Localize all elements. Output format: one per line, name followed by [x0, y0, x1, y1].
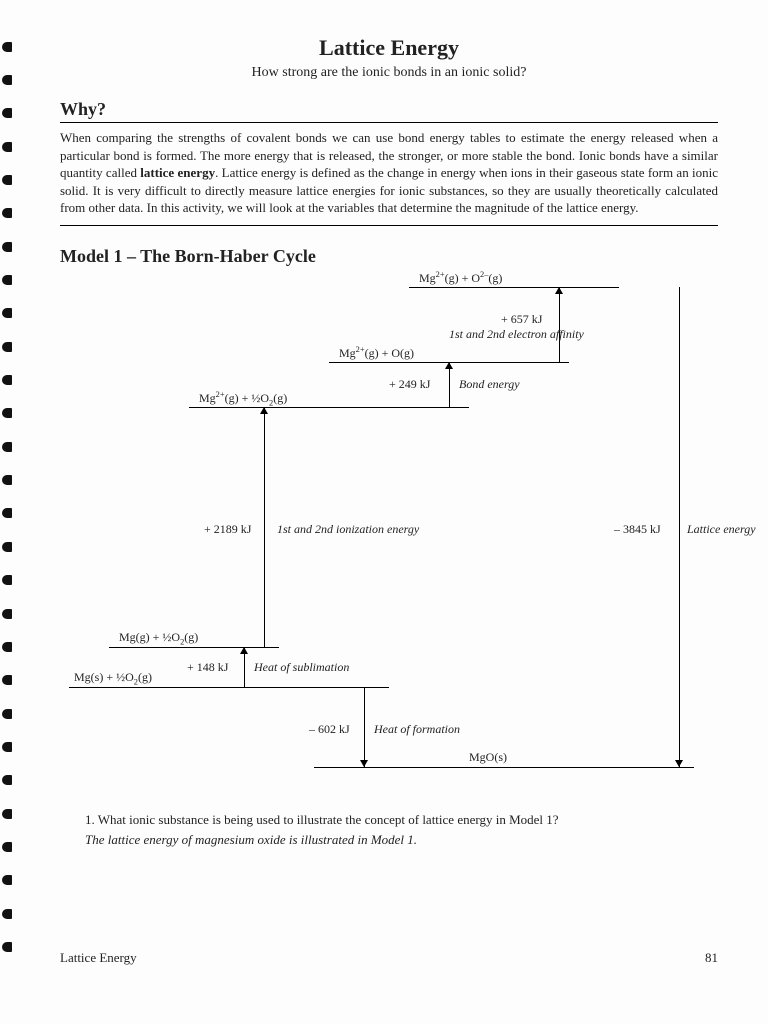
species-label: Mg2+(g) + ½O2(g) [199, 390, 287, 407]
model-heading: Model 1 – The Born-Haber Cycle [60, 246, 718, 267]
rule-top [60, 122, 718, 123]
arrow-head-up-icon [240, 647, 248, 654]
energy-description: 1st and 2nd electron affinity [449, 327, 584, 342]
energy-description: Lattice energy [687, 522, 756, 537]
energy-value: + 657 kJ [501, 312, 542, 327]
energy-description: Heat of formation [374, 722, 460, 737]
energy-value: + 2189 kJ [204, 522, 251, 537]
energy-level-line [314, 767, 694, 768]
why-heading: Why? [60, 99, 718, 120]
energy-arrow [264, 407, 265, 647]
energy-arrow [364, 687, 365, 767]
why-body: When comparing the strengths of covalent… [60, 129, 718, 217]
species-label: MgO(s) [469, 750, 507, 765]
energy-arrow [559, 287, 560, 362]
species-label: Mg(g) + ½O2(g) [119, 630, 198, 646]
spiral-binding [0, 0, 20, 1024]
energy-value: + 249 kJ [389, 377, 430, 392]
page-subtitle: How strong are the ionic bonds in an ion… [60, 65, 718, 81]
energy-value: – 602 kJ [309, 722, 350, 737]
energy-level-line [69, 687, 389, 688]
species-label: Mg(s) + ½O2(g) [74, 670, 152, 686]
question-1: 1. What ionic substance is being used to… [85, 812, 718, 828]
energy-description: 1st and 2nd ionization energy [277, 522, 419, 537]
footer-left: Lattice Energy [60, 950, 137, 966]
energy-level-line [409, 287, 619, 288]
born-haber-diagram: Mg2+(g) + O2–(g)Mg2+(g) + O(g)Mg2+(g) + … [69, 277, 709, 797]
arrow-head-up-icon [260, 407, 268, 414]
energy-arrow [679, 287, 680, 767]
energy-level-line [109, 647, 279, 648]
arrow-head-down-icon [360, 760, 368, 767]
page-title: Lattice Energy [60, 35, 718, 61]
why-text-bold: lattice energy [140, 165, 215, 180]
energy-value: – 3845 kJ [614, 522, 661, 537]
worksheet-page: Lattice Energy How strong are the ionic … [0, 0, 768, 878]
energy-description: Bond energy [459, 377, 520, 392]
arrow-head-up-icon [445, 362, 453, 369]
answer-1: The lattice energy of magnesium oxide is… [85, 832, 718, 848]
species-label: Mg2+(g) + O(g) [339, 345, 414, 361]
arrow-head-up-icon [555, 287, 563, 294]
energy-value: + 148 kJ [187, 660, 228, 675]
species-label: Mg2+(g) + O2–(g) [419, 270, 502, 286]
energy-description: Heat of sublimation [254, 660, 349, 675]
footer-right: 81 [705, 950, 718, 966]
rule-bottom [60, 225, 718, 226]
arrow-head-down-icon [675, 760, 683, 767]
page-footer: Lattice Energy 81 [60, 950, 718, 966]
